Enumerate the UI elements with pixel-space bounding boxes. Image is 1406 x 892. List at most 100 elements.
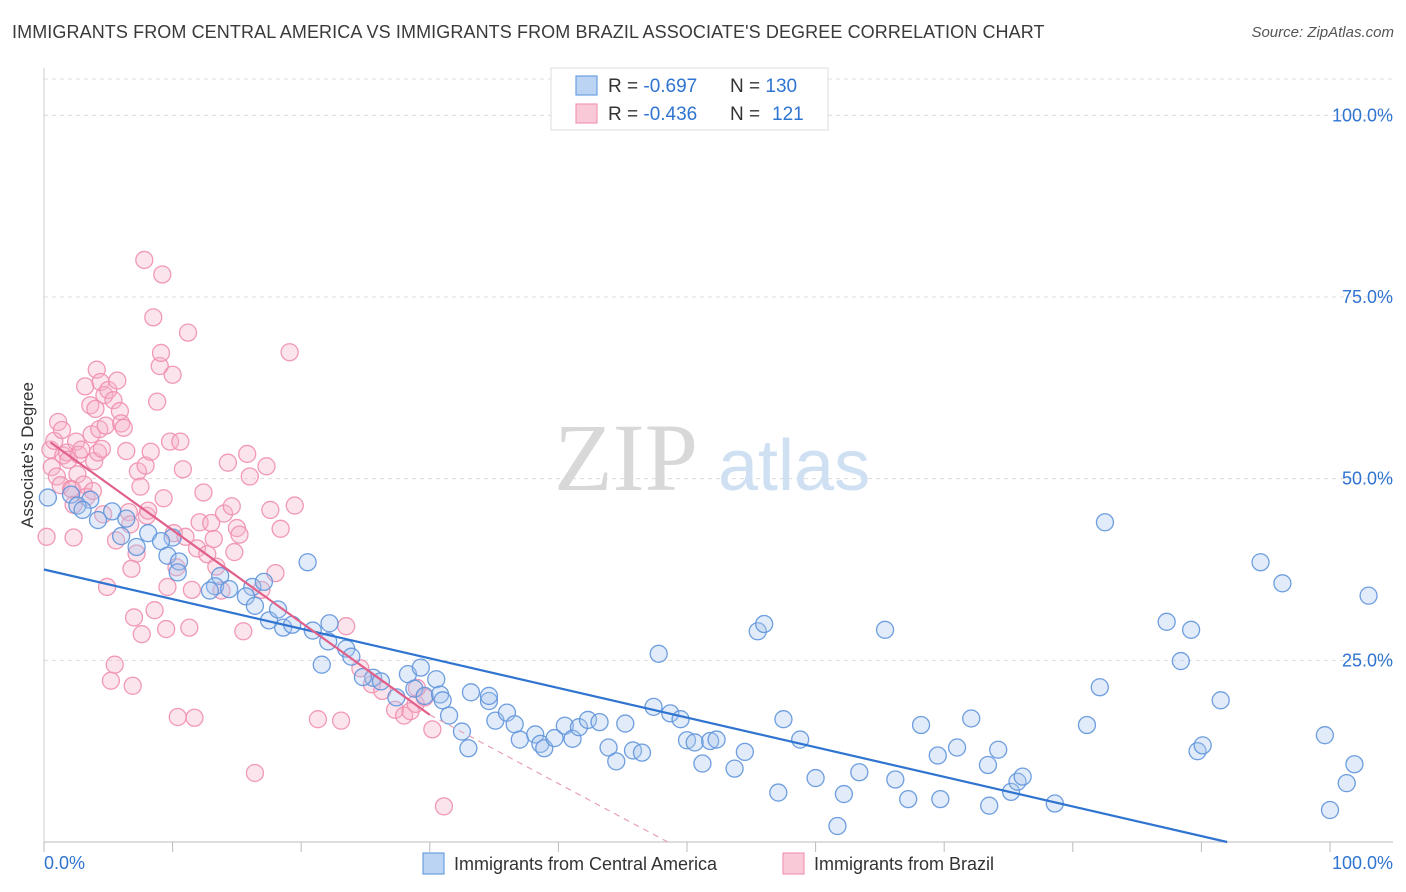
- central-america-point-30: [320, 614, 339, 633]
- n-label-pink: N =: [730, 104, 765, 125]
- central-america-point-106: [1090, 678, 1109, 697]
- brazil-point-50: [124, 608, 144, 627]
- x-tick-label-min: 0.0%: [44, 853, 85, 873]
- central-america-point-54: [505, 715, 524, 734]
- central-america-point-118: [1337, 773, 1356, 793]
- central-america-point-73: [671, 710, 690, 729]
- legend-label-central-america: Immigrants from Central America: [454, 854, 718, 874]
- central-america-point-49: [461, 683, 481, 702]
- brazil-point-10: [59, 450, 78, 469]
- central-america-point-46: [439, 706, 459, 725]
- brazil-point-62: [148, 392, 167, 411]
- central-america-point-84: [774, 710, 793, 729]
- brazil-point-100: [257, 457, 276, 476]
- brazil-point-83: [194, 483, 213, 502]
- central-america-point-89: [850, 763, 869, 782]
- brazil-point-0: [37, 527, 56, 546]
- brazil-point-66: [154, 489, 173, 508]
- brazil-point-73: [168, 707, 187, 727]
- central-america-point-6: [88, 510, 108, 530]
- central-america-point-48: [459, 739, 478, 758]
- brazil-point-107: [331, 711, 351, 730]
- central-america-point-13: [158, 546, 177, 565]
- central-america-point-93: [911, 715, 931, 735]
- central-america-point-0: [38, 488, 58, 507]
- central-america-point-16: [211, 566, 230, 586]
- central-america-point-111: [1188, 742, 1207, 761]
- central-america-point-117: [1320, 800, 1340, 820]
- brazil-point-38: [104, 391, 123, 410]
- chart-source: Source: ZipAtlas.com: [1251, 24, 1394, 41]
- central-america-point-65: [599, 738, 618, 757]
- central-america-point-78: [707, 730, 726, 749]
- trend-line-central-america: [43, 568, 1228, 844]
- brazil-point-2: [42, 457, 61, 477]
- central-america-point-102: [1008, 772, 1027, 791]
- central-america-point-77: [700, 731, 720, 751]
- brazil-point-37: [101, 671, 121, 690]
- legend-swatch-brazil: [782, 852, 805, 875]
- central-america-point-61: [563, 729, 582, 748]
- central-america-point-99: [980, 796, 999, 815]
- central-america-point-43: [427, 670, 446, 689]
- brazil-point-92: [225, 542, 244, 562]
- brazil-point-101: [261, 500, 280, 520]
- legend-swatch-central-america: [422, 852, 445, 875]
- legend-label-brazil: Immigrants from Brazil: [814, 854, 994, 874]
- brazil-point-34: [96, 416, 115, 435]
- central-america-point-96: [947, 738, 967, 757]
- central-america-point-81: [748, 622, 767, 641]
- brazil-point-86: [204, 529, 223, 549]
- stats-legend-swatch-blue: [575, 75, 598, 96]
- brazil-point-90: [218, 453, 238, 472]
- brazil-point-117: [423, 720, 442, 739]
- central-america-point-59: [545, 728, 564, 748]
- central-america-point-80: [735, 742, 755, 762]
- brazil-point-89: [214, 504, 234, 523]
- brazil-point-26: [86, 399, 105, 419]
- brazil-point-48: [122, 559, 141, 578]
- brazil-point-105: [285, 496, 304, 515]
- central-america-point-86: [806, 768, 825, 788]
- brazil-point-80: [185, 708, 204, 727]
- brazil-point-78: [180, 618, 199, 637]
- y-tick-label-50: 50.0%: [1342, 469, 1393, 489]
- r-value-pink: -0.436: [643, 104, 697, 125]
- central-america-point-95: [931, 789, 950, 809]
- brazil-point-91: [222, 497, 241, 516]
- brazil-point-4: [47, 467, 67, 486]
- gridlines: [44, 78, 1393, 661]
- central-america-point-24: [245, 596, 265, 615]
- central-america-point-64: [590, 712, 609, 732]
- y-tick-label-75: 75.0%: [1342, 287, 1393, 307]
- central-america-point-116: [1315, 726, 1335, 745]
- central-america-point-67: [616, 714, 635, 733]
- central-america-point-20: [254, 572, 274, 592]
- chart-title: IMMIGRANTS FROM CENTRAL AMERICA VS IMMIG…: [12, 22, 1045, 42]
- brazil-point-118: [434, 797, 454, 816]
- central-america-point-36: [353, 667, 373, 687]
- central-america-point-97: [962, 709, 981, 728]
- central-america-point-83: [769, 783, 788, 802]
- central-america-point-91: [886, 770, 905, 789]
- brazil-point-60: [144, 308, 163, 327]
- r-value-blue: -0.697: [643, 76, 697, 97]
- central-america-point-113: [1211, 691, 1230, 710]
- brazil-point-20: [76, 377, 95, 396]
- central-america-point-66: [607, 752, 626, 771]
- central-america-point-51: [479, 686, 499, 706]
- central-america-point-63: [578, 710, 598, 730]
- brazil-point-16: [68, 465, 87, 484]
- central-america-point-100: [989, 740, 1008, 759]
- central-america-point-12: [127, 537, 146, 557]
- central-america-point-50: [479, 691, 499, 711]
- n-value-blue: 130: [765, 76, 797, 97]
- brazil-point-56: [136, 456, 155, 475]
- central-america-point-90: [875, 620, 895, 639]
- central-america-point-70: [644, 697, 663, 716]
- central-america-point-7: [117, 509, 136, 528]
- brazil-point-77: [178, 323, 198, 342]
- brazil-point-65: [153, 265, 172, 284]
- brazil-point-31: [92, 439, 112, 459]
